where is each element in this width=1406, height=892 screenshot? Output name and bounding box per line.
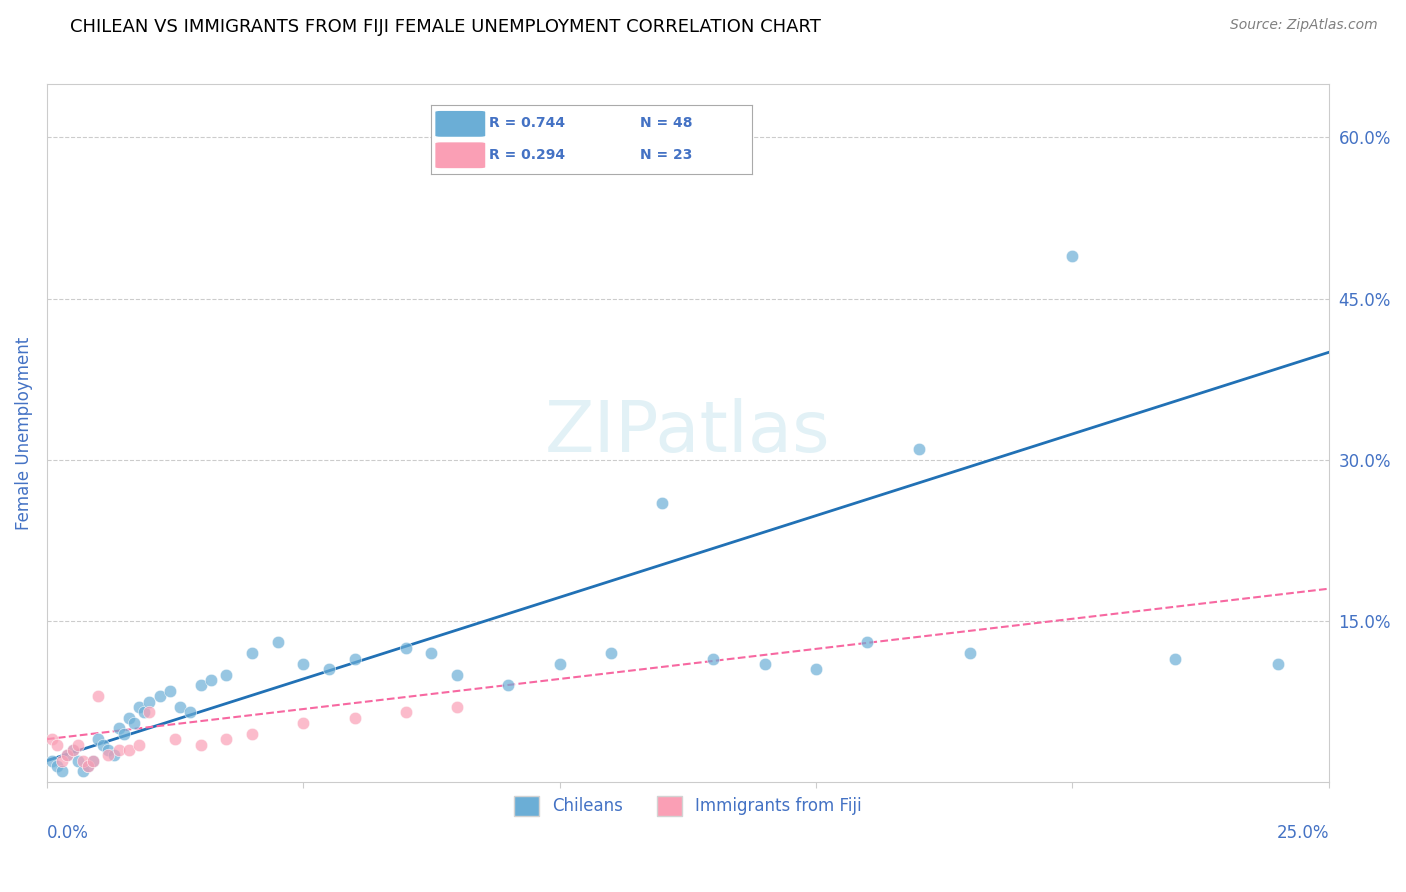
- Point: [77, 759, 100, 773]
- Point: [190, 678, 212, 692]
- Point: [87, 732, 110, 747]
- Text: 0.0%: 0.0%: [46, 824, 89, 842]
- Point: [395, 706, 418, 720]
- Point: [103, 748, 125, 763]
- Point: [118, 743, 141, 757]
- Point: [41, 754, 63, 768]
- Point: [66, 754, 89, 768]
- Point: [82, 754, 104, 768]
- Point: [62, 743, 84, 757]
- Point: [97, 748, 120, 763]
- Point: [548, 657, 571, 671]
- Point: [446, 699, 468, 714]
- Point: [1267, 657, 1289, 671]
- Point: [112, 727, 135, 741]
- Y-axis label: Female Unemployment: Female Unemployment: [15, 336, 32, 530]
- Point: [107, 743, 129, 757]
- Point: [343, 651, 366, 665]
- Point: [134, 706, 156, 720]
- Point: [651, 496, 673, 510]
- Point: [138, 694, 160, 708]
- Point: [56, 748, 79, 763]
- Point: [395, 640, 418, 655]
- Point: [149, 689, 172, 703]
- Point: [87, 689, 110, 703]
- Point: [72, 754, 94, 768]
- Point: [72, 764, 94, 779]
- Point: [1062, 249, 1084, 263]
- Point: [266, 635, 288, 649]
- Point: [179, 706, 201, 720]
- Point: [82, 754, 104, 768]
- Point: [46, 759, 69, 773]
- Point: [200, 673, 222, 687]
- Point: [907, 442, 929, 456]
- Point: [856, 635, 879, 649]
- Point: [128, 699, 150, 714]
- Point: [91, 738, 114, 752]
- Point: [122, 716, 145, 731]
- Point: [138, 706, 160, 720]
- Point: [292, 657, 315, 671]
- Point: [1164, 651, 1187, 665]
- Point: [51, 754, 73, 768]
- Point: [46, 738, 69, 752]
- Point: [159, 683, 181, 698]
- Point: [62, 743, 84, 757]
- Point: [804, 662, 827, 676]
- Point: [754, 657, 776, 671]
- Point: [56, 748, 79, 763]
- Point: [702, 651, 724, 665]
- Point: [215, 732, 238, 747]
- Text: ZIPatlas: ZIPatlas: [546, 399, 831, 467]
- Point: [420, 646, 443, 660]
- Text: 25.0%: 25.0%: [1277, 824, 1329, 842]
- Point: [51, 764, 73, 779]
- Point: [240, 727, 263, 741]
- Point: [600, 646, 623, 660]
- Point: [343, 711, 366, 725]
- Legend: Chileans, Immigrants from Fiji: Chileans, Immigrants from Fiji: [508, 789, 869, 822]
- Point: [128, 738, 150, 752]
- Point: [498, 678, 520, 692]
- Text: Source: ZipAtlas.com: Source: ZipAtlas.com: [1230, 18, 1378, 32]
- Text: CHILEAN VS IMMIGRANTS FROM FIJI FEMALE UNEMPLOYMENT CORRELATION CHART: CHILEAN VS IMMIGRANTS FROM FIJI FEMALE U…: [70, 18, 821, 36]
- Point: [240, 646, 263, 660]
- Point: [77, 759, 100, 773]
- Point: [318, 662, 340, 676]
- Point: [118, 711, 141, 725]
- Point: [66, 738, 89, 752]
- Point: [41, 732, 63, 747]
- Point: [169, 699, 191, 714]
- Point: [215, 667, 238, 681]
- Point: [959, 646, 981, 660]
- Point: [165, 732, 187, 747]
- Point: [190, 738, 212, 752]
- Point: [107, 722, 129, 736]
- Point: [292, 716, 315, 731]
- Point: [97, 743, 120, 757]
- Point: [446, 667, 468, 681]
